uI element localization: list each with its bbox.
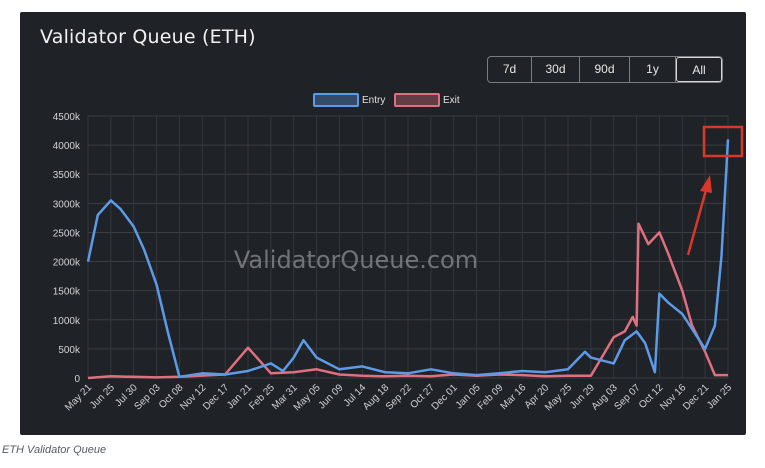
grid-lines [87,115,729,379]
series-line-entry [86,139,730,379]
legend-swatch-exit [394,93,440,107]
range-button-1y[interactable]: 1y [630,57,676,82]
y-tick-label: 1000k [53,316,81,327]
y-axis: 0 500k 1000k 1500k 2000k 2500k 3000k 3500k 4000k… [53,112,81,385]
series-lines [86,139,730,380]
range-button-30d[interactable]: 30d [532,57,580,82]
chart-plot: Entry Exit ValidatorQueue.com 0 500k 1000k… [53,93,744,413]
x-tick-label: Jun 09 [317,382,346,411]
chart-title: Validator Queue (ETH) [40,26,256,48]
annotations [686,125,744,256]
y-tick-label: 4500k [53,112,81,123]
y-tick-label: 4000k [53,141,81,152]
range-button-7d[interactable]: 7d [488,57,532,82]
annotation-arrowhead [700,175,712,193]
legend-label-entry: Entry [362,95,385,106]
series-line-exit [87,222,728,380]
y-tick-label: 0 [74,374,80,385]
annotation-arrow [686,189,708,256]
x-tick-label: Sep 22 [384,382,414,412]
y-tick-label: 2500k [53,228,81,239]
x-tick-label: Mar 16 [499,382,529,412]
x-tick-label: Jan 25 [705,382,734,411]
highlight-box [702,125,744,158]
range-button-90d[interactable]: 90d [580,57,630,82]
x-tick-label: Jun 25 [88,382,117,411]
time-range-selector: 7d 30d 90d 1y All [487,56,723,83]
legend-label-exit: Exit [443,95,460,106]
legend: Entry Exit [313,93,460,107]
y-tick-label: 3500k [53,170,81,181]
x-tick-label: Dec 17 [201,382,231,412]
figure-caption: ETH Validator Queue [2,444,107,456]
x-tick-label: May 21 [63,382,94,413]
range-button-all[interactable]: All [676,57,722,82]
chart-card: Validator Queue (ETH) 7d 30d 90d 1y All … [20,12,746,435]
x-tick-label: Dec 21 [681,382,711,412]
x-tick-label: Dec 01 [430,382,460,412]
y-tick-label: 2000k [53,258,81,269]
x-tick-label: Sep 03 [132,382,162,412]
y-tick-label: 1500k [53,287,81,298]
x-tick-label: Sep 07 [612,382,642,412]
y-tick-label: 3000k [53,199,81,210]
watermark: ValidatorQueue.com [234,246,478,274]
legend-swatch-entry [313,93,359,107]
y-tick-label: 500k [58,345,81,356]
